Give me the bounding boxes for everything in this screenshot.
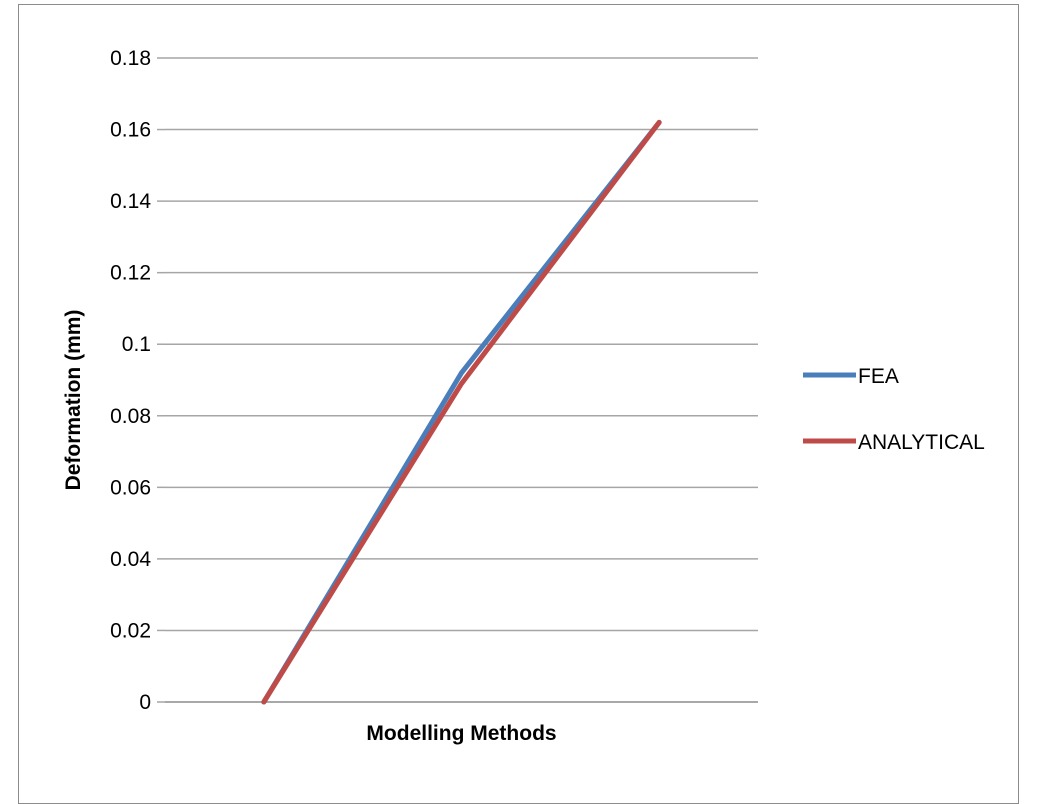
series-lines bbox=[261, 119, 662, 705]
y-tick-label: 0.02 bbox=[110, 619, 151, 642]
y-tick-label: 0.16 bbox=[110, 119, 151, 142]
y-tick-label: 0.1 bbox=[122, 333, 151, 356]
y-tick-label: 0.14 bbox=[110, 190, 151, 213]
y-tick-label: 0.08 bbox=[110, 405, 151, 428]
y-tick-label: 0.12 bbox=[110, 262, 151, 285]
legend: FEA ANALYTICAL bbox=[803, 365, 985, 454]
y-tick-label: 0.04 bbox=[110, 548, 151, 571]
chart-frame bbox=[18, 4, 1019, 804]
y-axis-title: Deformation (mm) bbox=[62, 310, 85, 491]
y-tick-label: 0.18 bbox=[110, 47, 151, 70]
legend-label-fea: FEA bbox=[858, 365, 899, 388]
y-tick-label: 0.06 bbox=[110, 476, 151, 499]
y-tick-label: 0 bbox=[139, 691, 151, 714]
line-chart: 0 0.02 0.04 0.06 0.08 0.1 0.12 0.14 0.16 0.18 Def… bbox=[62, 47, 985, 745]
legend-label-analytical: ANALYTICAL bbox=[858, 431, 985, 454]
series-line-fea bbox=[261, 119, 662, 705]
y-tick-labels: 0 0.02 0.04 0.06 0.08 0.1 0.12 0.14 0.16 0.18 bbox=[110, 47, 151, 714]
x-axis-title: Modelling Methods bbox=[366, 722, 556, 745]
series-line-analytical bbox=[261, 119, 662, 705]
gridlines bbox=[157, 57, 758, 703]
